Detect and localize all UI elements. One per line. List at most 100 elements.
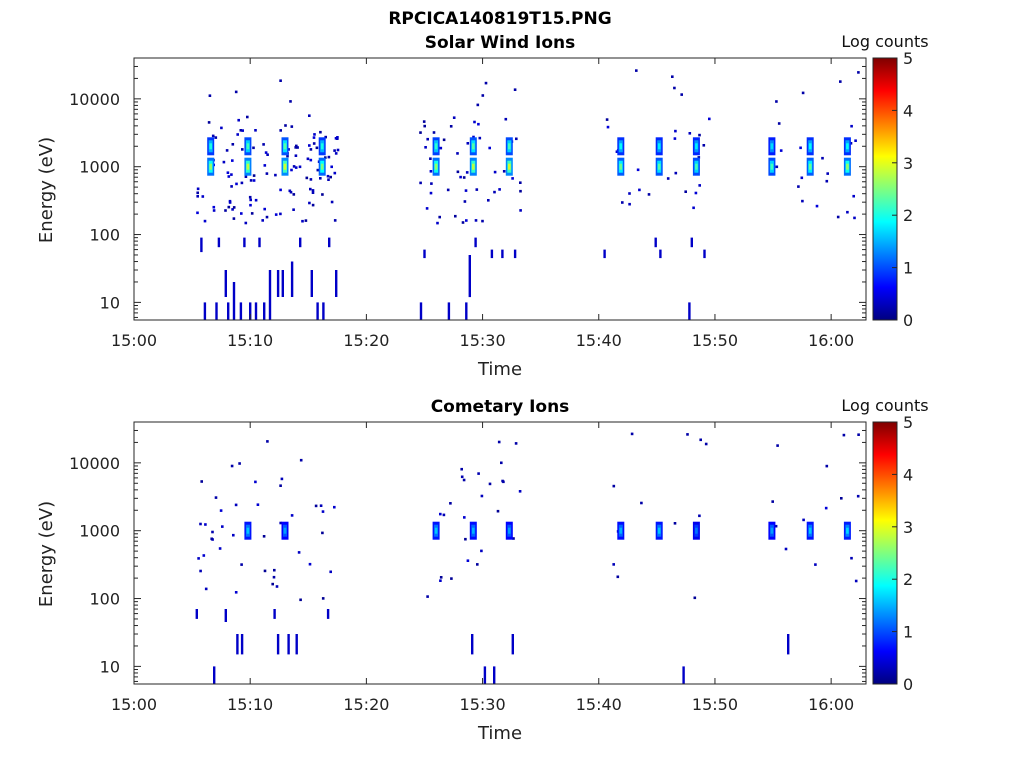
count-pixel — [814, 563, 817, 566]
count-pixel — [640, 501, 643, 505]
panel-title-solar-wind: Solar Wind Ions — [425, 33, 576, 53]
cluster-core — [695, 143, 698, 150]
count-pixel — [279, 129, 282, 132]
count-pixel — [775, 100, 778, 103]
count-cluster — [843, 157, 851, 176]
count-pixel — [439, 579, 442, 582]
count-pixel — [290, 514, 294, 517]
axes-cometary: 15:00 15:10 15:20 15:30 15:40 15:50 16:00 10 100… — [69, 421, 867, 714]
count-pixel — [196, 211, 199, 215]
cluster-core — [434, 527, 438, 534]
count-pixel — [515, 137, 518, 141]
count-column — [603, 249, 606, 259]
count-pixel — [248, 195, 252, 199]
count-pixel — [333, 219, 337, 222]
colorbar-tick-label: 1 — [903, 623, 913, 642]
count-pixel — [218, 547, 222, 550]
count-pixel — [311, 203, 315, 207]
heatmap-cometary — [134, 422, 866, 684]
count-pixel — [240, 212, 243, 215]
cluster-core — [695, 163, 698, 170]
count-pixel — [279, 484, 282, 487]
count-pixel — [203, 219, 207, 223]
count-pixel — [439, 512, 442, 516]
count-pixel — [430, 182, 433, 185]
count-pixel — [825, 464, 829, 468]
count-pixel — [842, 433, 846, 437]
count-pixel — [287, 148, 290, 151]
count-pixel — [204, 587, 208, 591]
colorbar-tick-label: 3 — [903, 518, 913, 537]
count-pixel — [284, 124, 287, 127]
count-column — [299, 237, 302, 248]
cluster-core — [508, 143, 511, 150]
cluster-core — [770, 527, 774, 534]
cluster-core — [434, 163, 438, 170]
count-pixel — [263, 569, 267, 573]
count-cluster — [281, 521, 289, 540]
count-pixel — [606, 125, 610, 129]
cluster-core — [246, 163, 250, 170]
count-pixel — [635, 69, 638, 72]
count-pixel — [232, 217, 236, 220]
count-cluster — [281, 137, 289, 156]
count-column — [290, 261, 294, 297]
count-pixel — [432, 131, 436, 134]
count-pixel — [308, 201, 311, 205]
count-column — [281, 270, 284, 297]
cluster-core — [508, 527, 511, 534]
count-pixel — [240, 181, 244, 185]
x-tick-label: 15:40 — [576, 331, 622, 350]
cluster-core — [695, 527, 698, 534]
count-pixel — [449, 125, 453, 128]
count-pixel — [442, 513, 446, 517]
count-pixel — [196, 191, 199, 195]
count-pixel — [852, 194, 855, 198]
count-column — [254, 302, 258, 320]
count-pixel — [244, 175, 248, 178]
count-pixel — [849, 142, 853, 145]
cluster-core — [508, 163, 511, 170]
count-cluster — [768, 137, 776, 156]
count-pixel — [674, 129, 677, 133]
y-axis-label-solar-wind: Energy (eV) — [36, 137, 57, 243]
count-cluster — [655, 521, 663, 540]
x-tick-label: 15:00 — [111, 695, 157, 714]
count-pixel — [692, 206, 695, 210]
cluster-core — [846, 527, 849, 534]
count-pixel — [502, 170, 506, 173]
count-pixel — [241, 129, 244, 132]
cluster-core — [472, 143, 475, 150]
count-pixel — [299, 458, 303, 462]
count-pixel — [511, 177, 514, 180]
count-pixel — [265, 172, 269, 175]
count-pixel — [297, 551, 301, 554]
count-column — [232, 282, 236, 320]
count-pixel — [305, 176, 309, 180]
count-column — [335, 270, 338, 297]
count-cluster — [806, 157, 814, 176]
count-pixel — [309, 158, 313, 162]
count-pixel — [222, 160, 226, 164]
count-pixel — [454, 214, 457, 218]
count-pixel — [210, 537, 213, 541]
count-pixel — [463, 200, 467, 203]
count-pixel — [197, 557, 200, 560]
count-pixel — [321, 597, 325, 600]
count-pixel — [857, 433, 860, 436]
count-pixel — [289, 100, 292, 103]
count-column — [659, 249, 662, 259]
count-pixel — [438, 215, 441, 219]
count-pixel — [264, 151, 268, 154]
count-pixel — [446, 188, 450, 192]
count-column — [483, 666, 487, 684]
count-pixel — [262, 143, 265, 146]
count-pixel — [519, 189, 522, 193]
count-pixel — [449, 502, 452, 505]
count-pixel — [290, 168, 293, 172]
count-pixel — [230, 464, 234, 468]
count-column — [310, 270, 313, 297]
count-pixel — [249, 198, 252, 202]
colorbar-tick-label: 0 — [903, 311, 913, 330]
colorbar-tick-label: 2 — [903, 206, 913, 225]
